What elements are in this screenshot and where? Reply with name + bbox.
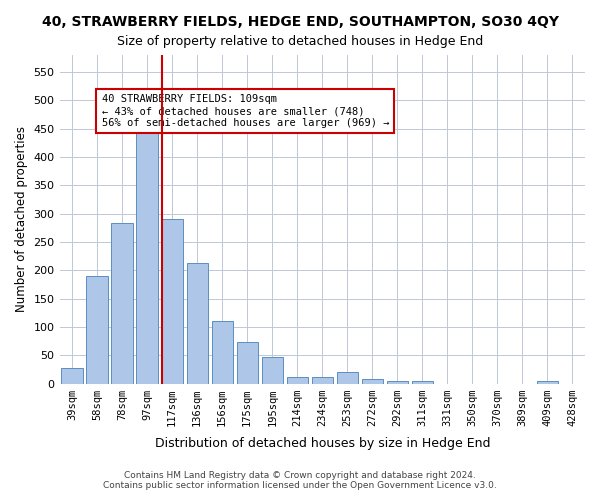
Bar xyxy=(387,380,408,384)
Bar xyxy=(236,342,258,384)
Bar xyxy=(61,368,83,384)
Bar xyxy=(362,379,383,384)
Bar xyxy=(412,380,433,384)
Bar xyxy=(537,380,558,384)
Bar xyxy=(112,223,133,384)
Bar xyxy=(262,358,283,384)
Bar xyxy=(287,376,308,384)
Text: 40, STRAWBERRY FIELDS, HEDGE END, SOUTHAMPTON, SO30 4QY: 40, STRAWBERRY FIELDS, HEDGE END, SOUTHA… xyxy=(41,15,559,29)
Y-axis label: Number of detached properties: Number of detached properties xyxy=(15,126,28,312)
Text: Size of property relative to detached houses in Hedge End: Size of property relative to detached ho… xyxy=(117,35,483,48)
Bar xyxy=(136,124,158,384)
Bar xyxy=(86,276,108,384)
Bar xyxy=(212,321,233,384)
X-axis label: Distribution of detached houses by size in Hedge End: Distribution of detached houses by size … xyxy=(155,437,490,450)
Text: 40 STRAWBERRY FIELDS: 109sqm
← 43% of detached houses are smaller (748)
56% of s: 40 STRAWBERRY FIELDS: 109sqm ← 43% of de… xyxy=(101,94,389,128)
Text: Contains HM Land Registry data © Crown copyright and database right 2024.
Contai: Contains HM Land Registry data © Crown c… xyxy=(103,470,497,490)
Bar xyxy=(161,220,183,384)
Bar xyxy=(337,372,358,384)
Bar xyxy=(187,263,208,384)
Bar xyxy=(311,376,333,384)
